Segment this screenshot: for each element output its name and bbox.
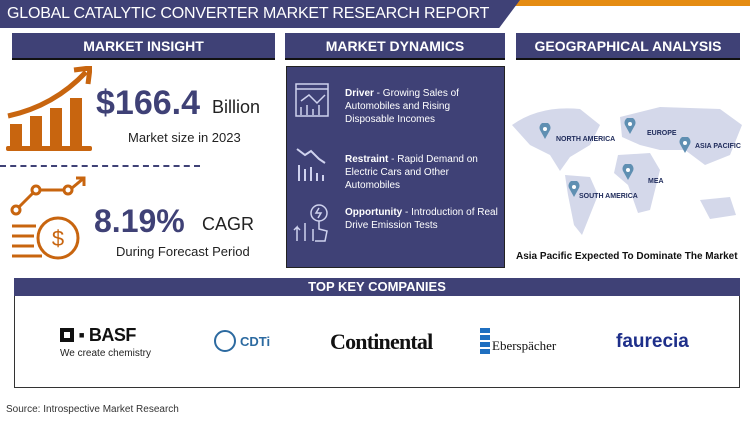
growth-hand-icon (293, 204, 328, 242)
market-dynamics-header: MARKET DYNAMICS (285, 33, 505, 60)
restraint-item: Restraint - Rapid Demand on Electric Car… (345, 153, 500, 192)
basf-name: BASF (88, 325, 137, 345)
faurecia-logo: faurecia (616, 331, 689, 352)
eberspaecher-emblem-icon (480, 328, 490, 354)
region-label-europe: EUROPE (647, 130, 677, 137)
basf-logo: ▪ BASF We create chemistry (60, 325, 151, 359)
growth-bar-chart-icon (6, 66, 92, 151)
cdti-logo: CDTi (214, 330, 270, 352)
accent-stripe (510, 0, 750, 6)
driver-text: - Growing Sales of Automobiles and Risin… (345, 88, 459, 125)
opportunity-item: Opportunity - Introduction of Real Drive… (345, 206, 500, 232)
market-size-value: $166.4 (96, 84, 200, 122)
region-label-mea: MEA (648, 178, 664, 185)
market-size-unit: Billion (212, 97, 261, 117)
restraint-text: - Rapid Demand on Electric Cars and Othe… (345, 154, 478, 191)
geo-caption: Asia Pacific Expected To Dominate The Ma… (516, 251, 738, 262)
svg-text:$: $ (52, 226, 64, 251)
cagr-caption: During Forecast Period (116, 244, 250, 259)
cagr-value: 8.19% (94, 203, 185, 239)
source-note: Source: Introspective Market Research (6, 404, 179, 415)
map-pin-icon (568, 181, 580, 197)
map-pin-icon (539, 123, 551, 139)
cdti-emblem-icon (214, 330, 236, 352)
dollar-coins-growth-icon: $ (10, 176, 86, 260)
market-dynamics-panel: Driver - Growing Sales of Automobiles an… (286, 66, 505, 268)
cdti-name: CDTi (240, 333, 271, 349)
world-map (512, 107, 742, 235)
market-insight-header: MARKET INSIGHT (12, 33, 275, 60)
driver-label: Driver (345, 88, 374, 99)
eberspaecher-logo: Eberspächer (480, 328, 556, 354)
analytics-chart-icon (295, 83, 329, 117)
top-key-companies-header: TOP KEY COMPANIES (14, 278, 740, 296)
region-label-asia-pacific: ASIA PACIFIC (695, 143, 741, 150)
declining-chart-icon (296, 148, 326, 181)
restraint-label: Restraint (345, 154, 389, 165)
opportunity-text: - Introduction of Real Drive Emission Te… (345, 207, 498, 231)
driver-item: Driver - Growing Sales of Automobiles an… (345, 87, 500, 126)
basf-tagline: We create chemistry (60, 348, 151, 359)
geographical-analysis-header: GEOGRAPHICAL ANALYSIS (516, 33, 740, 60)
region-label-north-america: NORTH AMERICA (556, 136, 616, 143)
eberspaecher-name: Eberspächer (492, 338, 557, 353)
cagr-unit: CAGR (202, 214, 255, 234)
map-pin-icon (622, 164, 634, 180)
report-title: GLOBAL CATALYTIC CONVERTER MARKET RESEAR… (0, 0, 520, 28)
market-size-caption: Market size in 2023 (128, 130, 241, 145)
continental-logo: Continental (330, 329, 433, 354)
region-label-south-america: SOUTH AMERICA (579, 193, 638, 200)
divider (0, 165, 200, 167)
opportunity-label: Opportunity (345, 207, 403, 218)
map-pin-icon (624, 118, 636, 134)
map-pin-icon (679, 137, 691, 153)
